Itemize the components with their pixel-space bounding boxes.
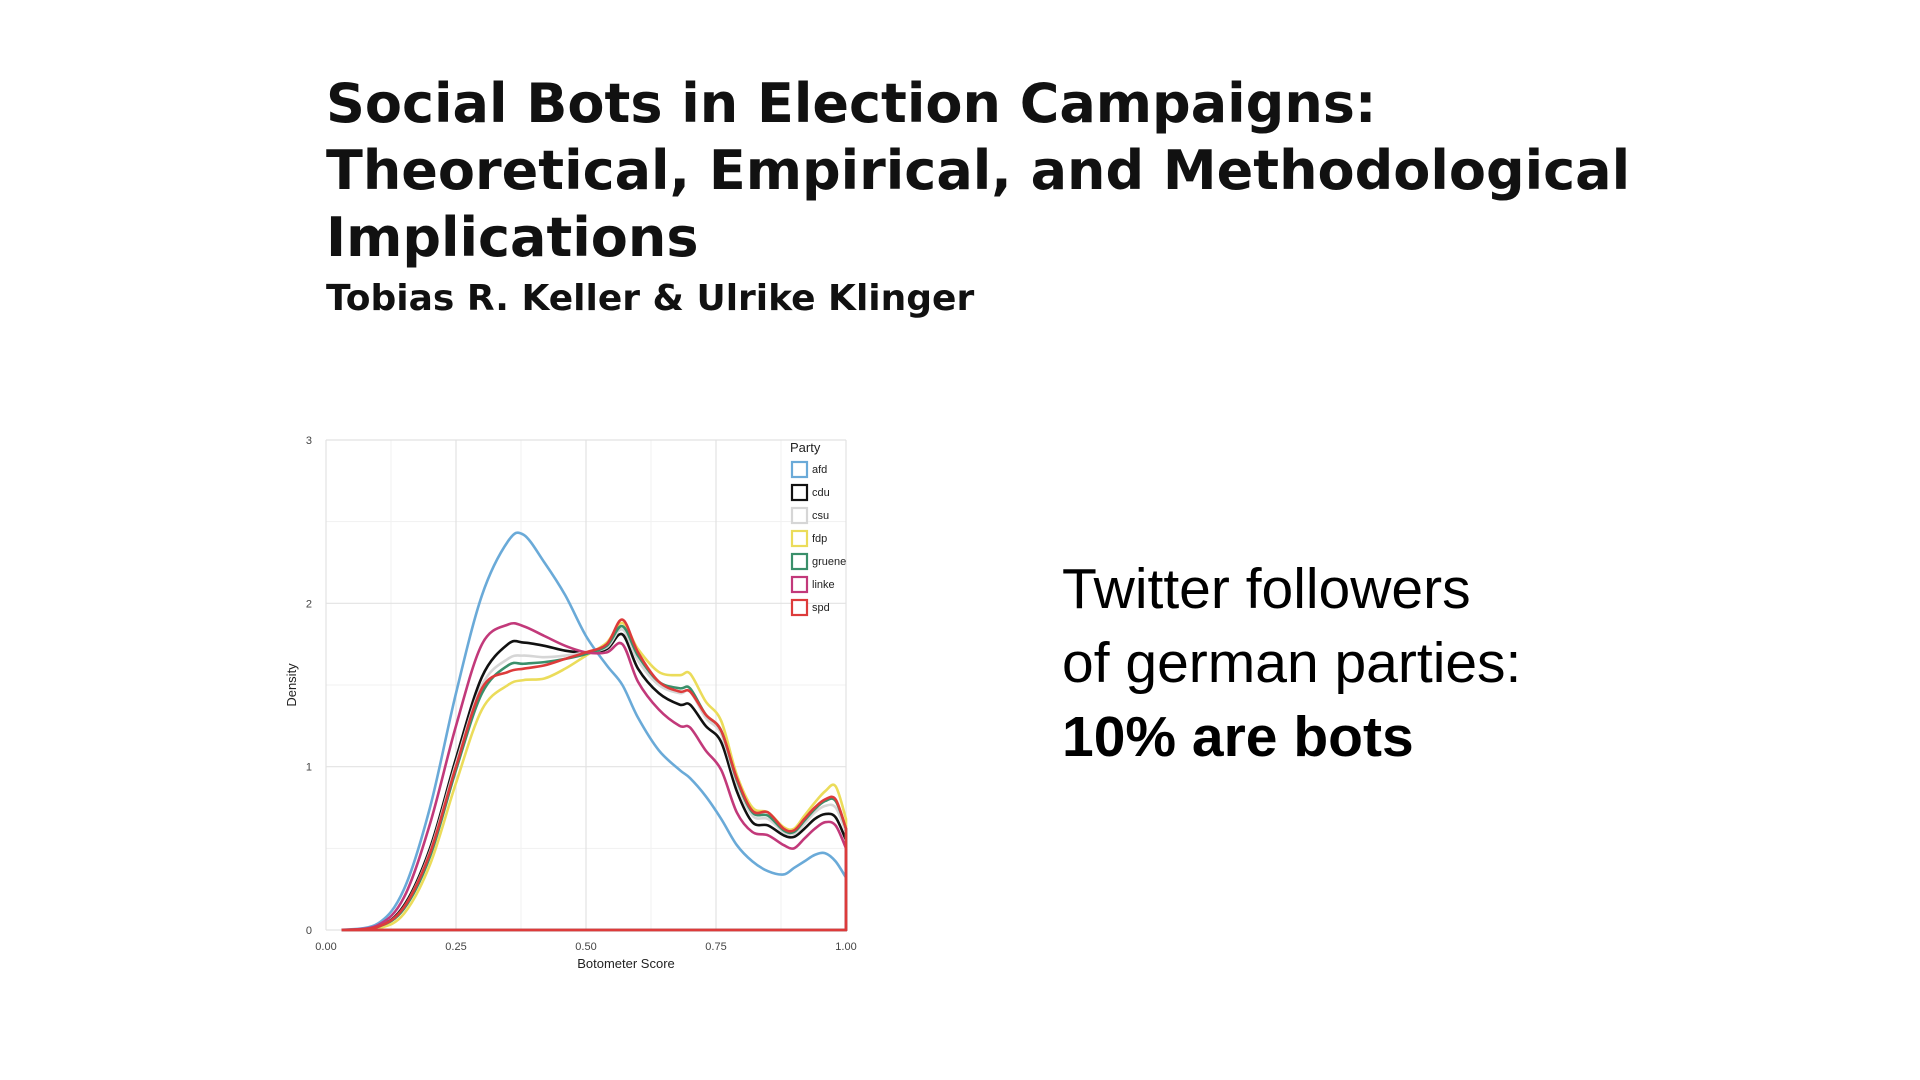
side-text-highlight: 10% are bots	[1062, 705, 1414, 769]
legend-label-afd: afd	[812, 464, 827, 476]
slide-authors: Tobias R. Keller & Ulrike Klinger	[326, 278, 975, 319]
series-line-afd	[341, 531, 848, 932]
side-text-line-2: of german parties:	[1062, 631, 1522, 695]
x-tick-label: 0.00	[315, 941, 336, 953]
series-line-linke	[341, 621, 848, 932]
legend-swatch-fdp	[790, 529, 809, 548]
y-tick-label: 3	[306, 435, 312, 447]
legend-swatch-gruene	[790, 552, 809, 571]
legend-label-spd: spd	[812, 602, 830, 614]
x-tick-label: 0.25	[445, 941, 466, 953]
legend-swatch-linke	[790, 575, 809, 594]
grid-lines	[325, 439, 847, 931]
series-line-fdp	[341, 621, 848, 932]
y-axis-title: Density	[284, 663, 299, 707]
slide-title: Social Bots in Election Campaigns: Theor…	[326, 72, 1631, 269]
y-tick-label: 2	[306, 598, 312, 610]
side-text-line-1: Twitter followers	[1062, 557, 1471, 621]
legend-title: Party	[790, 440, 821, 455]
x-axis-title: Botometer Score	[577, 956, 675, 971]
series-line-cdu	[341, 632, 848, 932]
y-tick-label: 1	[306, 762, 312, 774]
x-tick-label: 0.50	[575, 941, 596, 953]
legend-swatch-afd	[790, 460, 809, 479]
series-line-spd	[341, 618, 848, 932]
legend-swatch-spd	[790, 598, 809, 617]
density-chart: 0.00 0.25 0.50 0.75 1.00 0 1 2 3 Botometer Score D…	[284, 435, 857, 971]
legend-swatch-csu	[790, 506, 809, 525]
legend-label-csu: csu	[812, 510, 829, 522]
legend-label-cdu: cdu	[812, 487, 830, 499]
series-lines	[341, 531, 848, 932]
y-tick-label: 0	[306, 925, 312, 937]
x-tick-label: 1.00	[835, 941, 856, 953]
legend-label-gruene: gruene	[812, 556, 846, 568]
side-text: Twitter followers of german parties: 10%…	[1062, 552, 1521, 774]
legend-label-linke: linke	[812, 579, 835, 591]
legend: Party afd cdu csu fdp gruene linke spd	[790, 440, 846, 617]
axes: 0.00 0.25 0.50 0.75 1.00 0 1 2 3 Botometer Score D…	[284, 435, 857, 971]
x-tick-label: 0.75	[705, 941, 726, 953]
legend-swatch-cdu	[790, 483, 809, 502]
legend-label-fdp: fdp	[812, 533, 827, 545]
